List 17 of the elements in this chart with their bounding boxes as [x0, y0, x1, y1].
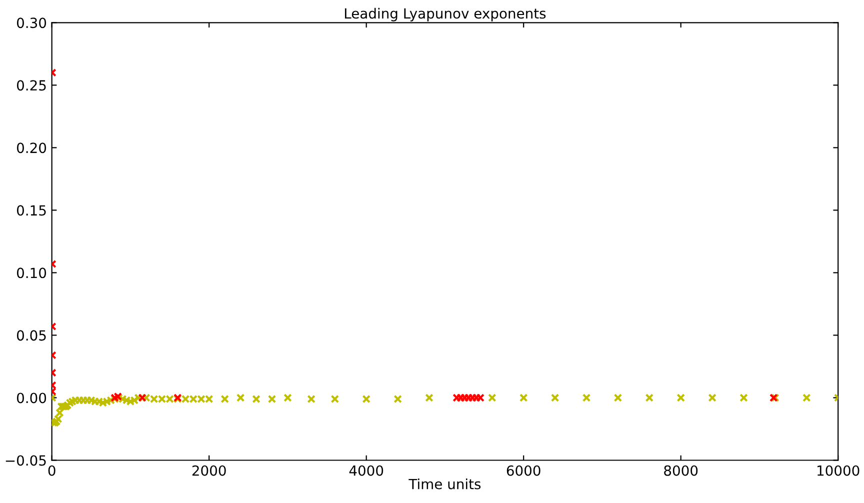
- x-tick-label: 0: [48, 465, 56, 476]
- x-axis-title: Time units: [408, 478, 481, 490]
- y-tick-label: −0.05: [6, 455, 46, 466]
- x-tick-label: 2000: [192, 465, 226, 476]
- y-tick-label: 0.20: [16, 142, 46, 154]
- point: [138, 394, 146, 402]
- x-tick-label: 10000: [818, 465, 860, 476]
- y-tick-label: 0.10: [16, 268, 46, 278]
- x-tick-label: 8000: [664, 465, 698, 476]
- y-tick-label: 0.25: [16, 80, 46, 91]
- x-tick-label: 6000: [506, 465, 540, 476]
- y-tick-label: 0.30: [16, 18, 46, 28]
- x-tick-label: 4000: [349, 465, 384, 476]
- chart-title: Leading Lyapunov exponents: [344, 8, 546, 22]
- y-tick-label: 0.05: [16, 330, 46, 341]
- y-tick-label: 0.15: [16, 205, 46, 216]
- y-tick-label: 0.00: [16, 392, 46, 404]
